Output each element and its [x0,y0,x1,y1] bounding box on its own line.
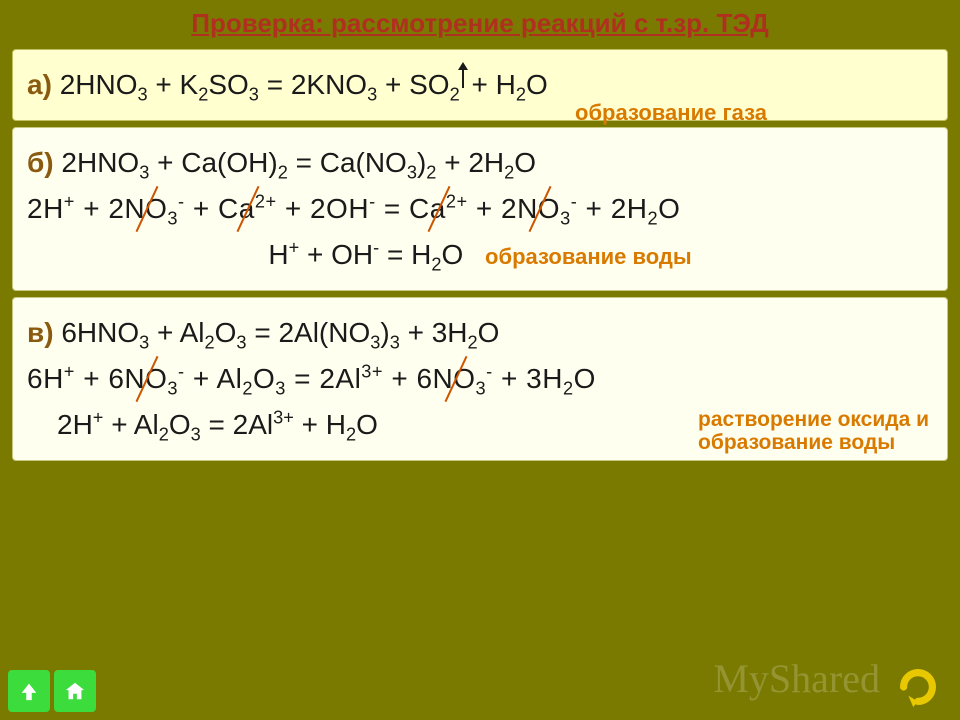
nav-up-button[interactable] [8,670,50,712]
equation-b-ionic-full: 2H+ + 2NO3- + Ca2+ + 2OH- = Ca2+ + 2NO3-… [27,188,933,230]
equation-a-body: 2HNO3 + K2SO3 = 2KNO3 + SO2 + H2O [60,69,548,100]
label-c: в) [27,317,54,348]
reaction-card-c: в) 6HNO3 + Al2O3 = 2Al(NO3)3 + 3H2O 6H+ … [12,297,948,461]
watermark: MyShared [713,655,880,702]
equation-b-mol-body: 2HNO3 + Ca(OH)2 = Ca(NO3)2 + 2H2O [61,147,536,178]
nav-group [8,670,96,712]
note-c-line2: образование воды [698,431,895,454]
equation-c-molecular: в) 6HNO3 + Al2O3 = 2Al(NO3)3 + 3H2O [27,312,933,354]
note-b: образование воды [485,244,692,269]
note-c: растворение оксида и образование воды [698,408,929,454]
note-c-line1: растворение оксида и [698,408,929,431]
nav-home-button[interactable] [54,670,96,712]
return-button[interactable] [890,662,946,712]
equation-a: а) 2HNO3 + K2SO3 = 2KNO3 + SO2 + H2O [27,64,933,106]
equation-c-mol-body: 6HNO3 + Al2O3 = 2Al(NO3)3 + 3H2O [61,317,499,348]
page-title: Проверка: рассмотрение реакций с т.зр. Т… [0,0,960,43]
note-a: образование газа [575,100,767,126]
equation-b-molecular: б) 2HNO3 + Ca(OH)2 = Ca(NO3)2 + 2H2O [27,142,933,184]
equation-b-ionic-net: H+ + OH- = H2O [268,239,463,270]
reaction-card-b: б) 2HNO3 + Ca(OH)2 = Ca(NO3)2 + 2H2O 2H+… [12,127,948,291]
equation-c-ionic-full: 6H+ + 6NO3- + Al2O3 = 2Al3+ + 6NO3- + 3H… [27,358,933,400]
label-b: б) [27,147,54,178]
reaction-card-a: а) 2HNO3 + K2SO3 = 2KNO3 + SO2 + H2O обр… [12,49,948,121]
label-a: а) [27,69,52,100]
equation-b-ionic-net-row: H+ + OH- = H2O образование воды [27,234,933,276]
